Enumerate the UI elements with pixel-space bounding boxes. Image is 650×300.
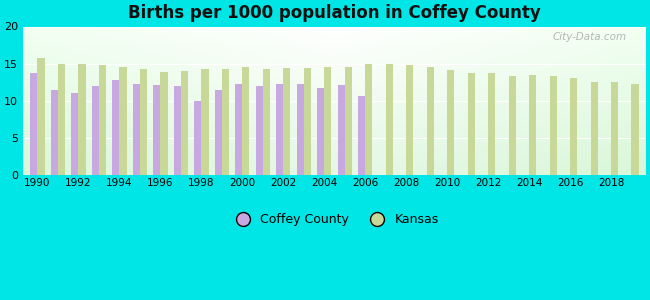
Bar [72, 93, 79, 175]
Bar [570, 79, 577, 175]
Bar [99, 65, 106, 175]
Bar [296, 84, 304, 175]
Bar [406, 65, 413, 175]
Bar [488, 73, 495, 175]
Bar [317, 88, 324, 175]
Bar [202, 69, 209, 175]
Bar [632, 84, 639, 175]
Bar [263, 69, 270, 175]
Bar [235, 84, 242, 175]
Bar [38, 58, 45, 175]
Bar [276, 84, 283, 175]
Bar [181, 71, 188, 175]
Bar [51, 90, 58, 175]
Bar [447, 70, 454, 175]
Legend: Coffey County, Kansas: Coffey County, Kansas [226, 208, 443, 231]
Bar [324, 68, 332, 175]
Bar [194, 101, 202, 175]
Bar [120, 68, 127, 175]
Bar [133, 84, 140, 175]
Bar [426, 67, 434, 175]
Bar [222, 69, 229, 175]
Bar [79, 64, 86, 175]
Bar [611, 82, 618, 175]
Bar [153, 85, 161, 175]
Text: City-Data.com: City-Data.com [553, 32, 627, 42]
Bar [365, 64, 372, 175]
Bar [283, 68, 291, 175]
Bar [214, 90, 222, 175]
Bar [58, 64, 65, 175]
Bar [508, 76, 515, 175]
Bar [549, 76, 557, 175]
Title: Births per 1000 population in Coffey County: Births per 1000 population in Coffey Cou… [128, 4, 541, 22]
Bar [337, 85, 345, 175]
Bar [174, 86, 181, 175]
Bar [529, 75, 536, 175]
Bar [304, 68, 311, 175]
Bar [467, 73, 474, 175]
Bar [140, 69, 147, 175]
Bar [242, 68, 250, 175]
Bar [255, 86, 263, 175]
Bar [92, 86, 99, 175]
Bar [591, 82, 598, 175]
Bar [112, 80, 120, 175]
Bar [385, 64, 393, 175]
Bar [358, 96, 365, 175]
Bar [161, 72, 168, 175]
Bar [344, 68, 352, 175]
Bar [31, 73, 38, 175]
